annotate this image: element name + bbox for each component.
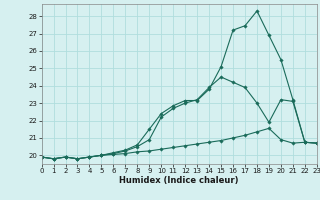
X-axis label: Humidex (Indice chaleur): Humidex (Indice chaleur) [119, 176, 239, 185]
